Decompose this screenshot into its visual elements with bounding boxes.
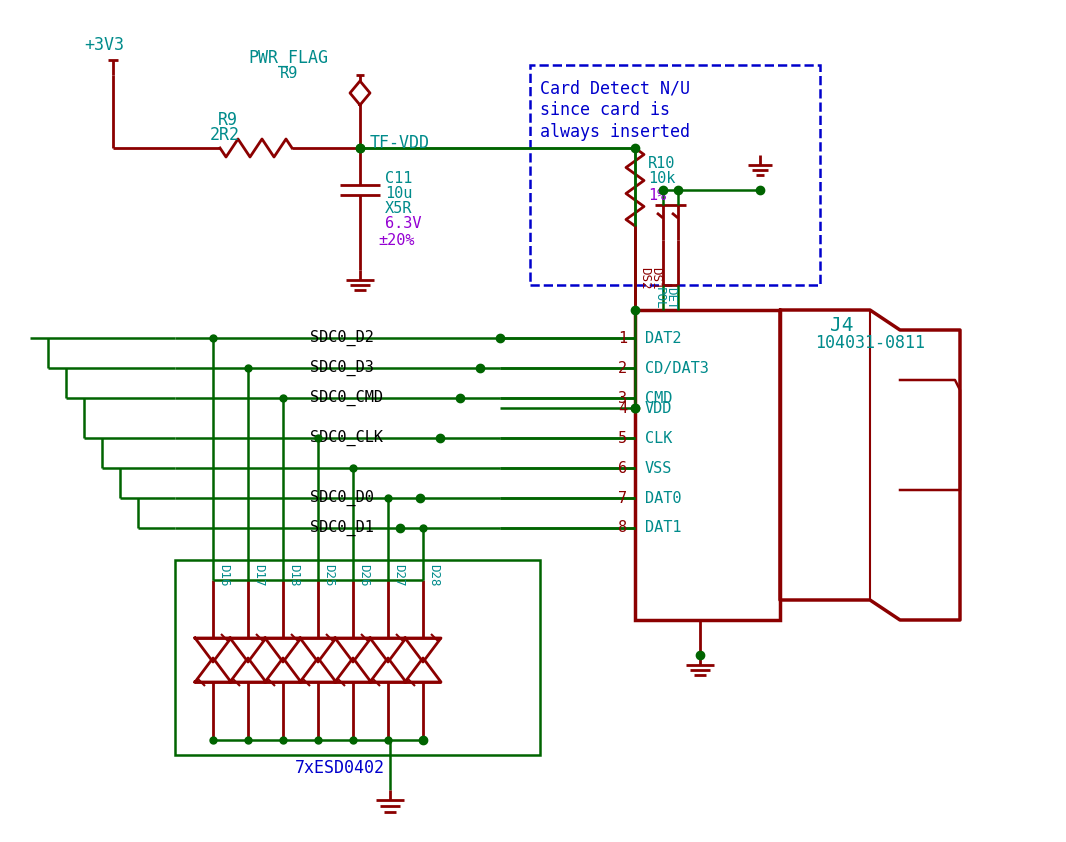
Text: 7xESD0402: 7xESD0402 xyxy=(295,759,385,777)
Text: C11: C11 xyxy=(385,170,413,185)
Text: DS1: DS1 xyxy=(649,267,662,290)
Text: SDC0_CLK: SDC0_CLK xyxy=(310,430,383,446)
Text: since card is: since card is xyxy=(540,101,671,119)
Bar xyxy=(635,310,780,620)
Text: DS2: DS2 xyxy=(637,267,651,290)
Text: D16: D16 xyxy=(217,564,230,586)
Text: 6.3V: 6.3V xyxy=(385,216,421,231)
Text: 1: 1 xyxy=(618,331,627,345)
Text: J4: J4 xyxy=(830,316,854,334)
Text: 2R2: 2R2 xyxy=(210,126,240,144)
Text: D25: D25 xyxy=(322,564,335,586)
Bar xyxy=(530,65,820,285)
Text: D26: D26 xyxy=(357,564,370,586)
Text: SDC0_D1: SDC0_D1 xyxy=(310,520,374,536)
Text: DAT0: DAT0 xyxy=(645,491,681,505)
Text: 10k: 10k xyxy=(648,170,676,185)
Text: DAT1: DAT1 xyxy=(645,520,681,536)
Text: SDC0_D2: SDC0_D2 xyxy=(310,330,374,346)
Text: +3V3: +3V3 xyxy=(84,36,124,54)
Text: D27: D27 xyxy=(392,564,405,586)
Text: CLK: CLK xyxy=(645,430,673,445)
Text: DAT2: DAT2 xyxy=(645,331,681,345)
Text: 10u: 10u xyxy=(385,185,413,200)
Text: POL: POL xyxy=(653,287,666,309)
Text: D28: D28 xyxy=(427,564,440,586)
Text: 2: 2 xyxy=(618,360,627,376)
Text: DET: DET xyxy=(664,287,677,309)
Text: TF-VDD: TF-VDD xyxy=(370,134,430,152)
Text: D18: D18 xyxy=(287,564,300,586)
Text: R9: R9 xyxy=(280,66,298,81)
Text: VSS: VSS xyxy=(645,461,673,476)
Text: R10: R10 xyxy=(648,156,676,170)
Text: SDC0_D0: SDC0_D0 xyxy=(310,490,374,506)
Text: 4: 4 xyxy=(618,401,627,415)
Text: 7: 7 xyxy=(618,491,627,505)
Text: SDC0_D3: SDC0_D3 xyxy=(310,360,374,376)
Text: always inserted: always inserted xyxy=(540,123,690,141)
Text: 3: 3 xyxy=(618,391,627,406)
Text: CMD: CMD xyxy=(645,391,673,406)
Text: 6: 6 xyxy=(618,461,627,476)
Text: PWR_FLAG: PWR_FLAG xyxy=(248,49,328,67)
Text: Card Detect N/U: Card Detect N/U xyxy=(540,79,690,97)
Text: VDD: VDD xyxy=(645,401,673,415)
Text: 1%: 1% xyxy=(648,188,666,202)
Text: 104031-0811: 104031-0811 xyxy=(815,334,925,352)
Text: X5R: X5R xyxy=(385,200,413,216)
Text: ±20%: ±20% xyxy=(378,232,415,248)
Text: 8: 8 xyxy=(618,520,627,536)
Text: CD/DAT3: CD/DAT3 xyxy=(645,360,709,376)
Text: 5: 5 xyxy=(618,430,627,445)
Text: SDC0_CMD: SDC0_CMD xyxy=(310,390,383,406)
Text: D17: D17 xyxy=(252,564,265,586)
Bar xyxy=(175,560,540,755)
Text: R9: R9 xyxy=(219,111,238,129)
